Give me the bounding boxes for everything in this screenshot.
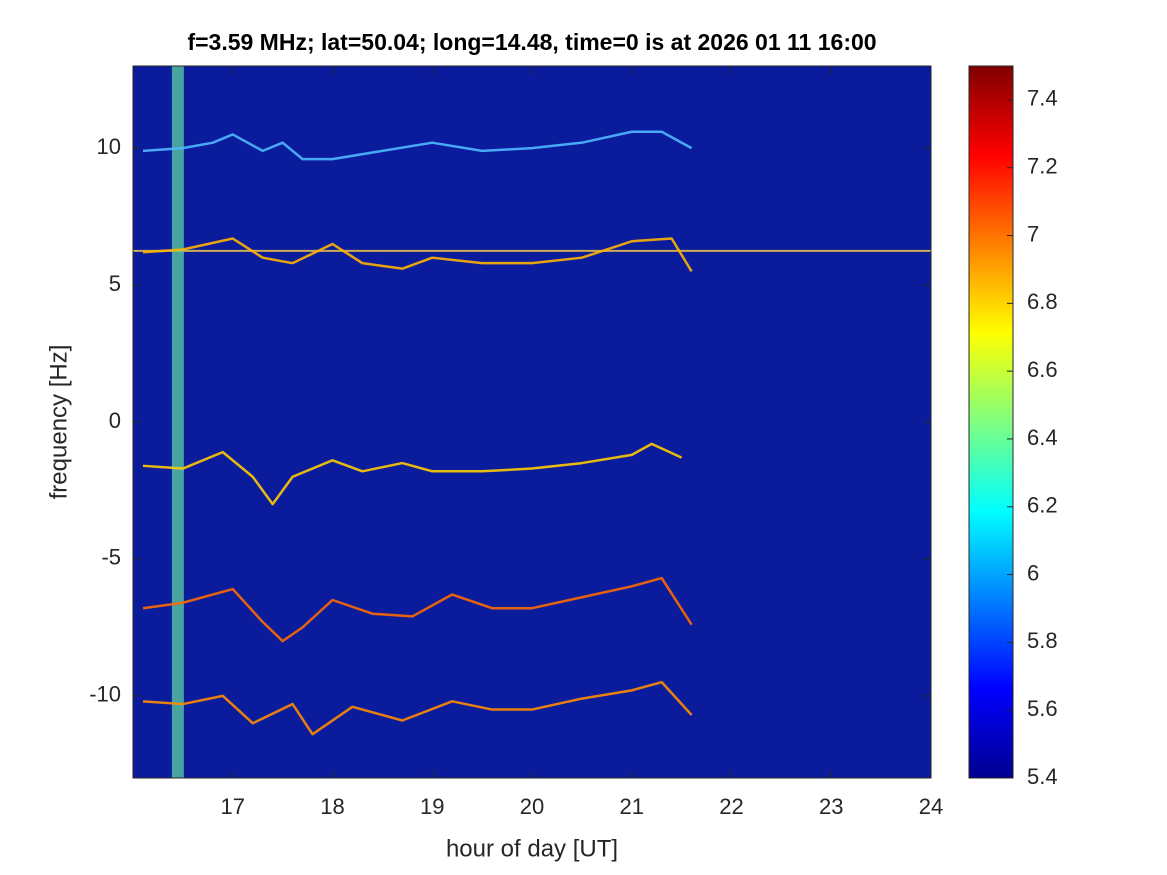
x-tick-label: 18: [320, 794, 344, 819]
plot-background: [133, 66, 931, 778]
trace: [142, 576, 693, 643]
x-tick-label: 23: [819, 794, 843, 819]
colorbar-tick-label: 5.6: [1027, 696, 1058, 721]
y-tick-label: -5: [101, 545, 121, 570]
y-tick-label: 5: [109, 271, 121, 296]
x-tick-label: 24: [919, 794, 943, 819]
y-axis-label: frequency [Hz]: [45, 345, 72, 500]
colorbar-tick-label: 5.8: [1027, 628, 1058, 653]
chart-title: f=3.59 MHz; lat=50.04; long=14.48, time=…: [187, 29, 876, 55]
colorbar-tick-label: 7.2: [1027, 154, 1058, 179]
colorbar-tick-label: 5.4: [1027, 764, 1058, 789]
colorbar-tick-label: 6.2: [1027, 493, 1058, 518]
colorbar: [968, 65, 1014, 779]
trace: [142, 130, 693, 161]
x-tick-label: 22: [719, 794, 743, 819]
y-tick-label: 10: [97, 134, 121, 159]
colorbar-tick-label: 7.4: [1027, 86, 1058, 111]
y-tick-label: 0: [109, 408, 121, 433]
colorbar-tick-label: 6.6: [1027, 357, 1058, 382]
colorbar-tick-label: 6: [1027, 560, 1039, 585]
x-tick-label: 21: [620, 794, 644, 819]
x-axis-label: hour of day [UT]: [446, 835, 618, 862]
x-tick-label: 20: [520, 794, 544, 819]
x-tick-label: 19: [420, 794, 444, 819]
colorbar-tick-label: 7: [1027, 221, 1039, 246]
plot-content: [133, 66, 931, 778]
trace: [142, 680, 693, 736]
y-tick-label: -10: [89, 682, 121, 707]
x-tick-label: 17: [221, 794, 245, 819]
colorbar-tick-label: 6.8: [1027, 289, 1058, 314]
trace: [142, 237, 693, 273]
trace: [142, 442, 683, 506]
colorbar-tick-label: 6.4: [1027, 425, 1058, 450]
